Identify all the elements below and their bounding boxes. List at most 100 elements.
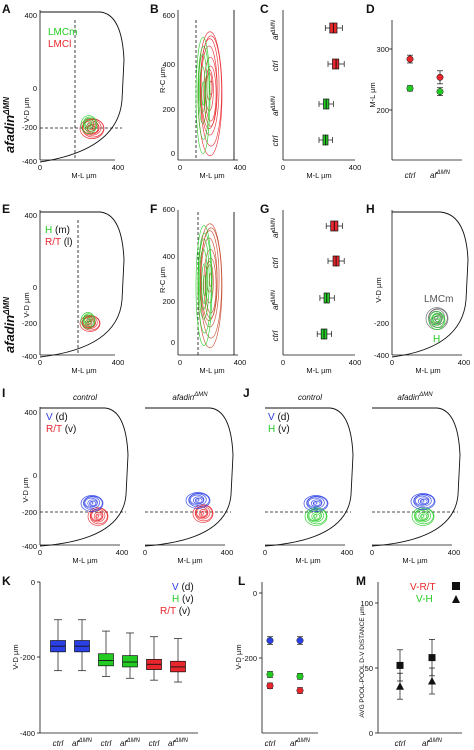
lmcm-contours (195, 37, 211, 154)
legend-v-rt: V-R/T (410, 582, 436, 593)
row-label: afΔMN (271, 95, 280, 116)
contour-line (82, 116, 97, 132)
contour-line (198, 53, 208, 125)
contour-line (411, 507, 435, 526)
contour-line (209, 80, 213, 96)
contour-line (414, 495, 430, 506)
contour-line (430, 312, 445, 328)
data-point (296, 687, 304, 694)
row-label: ctrl (271, 60, 280, 71)
x-tick: 400 (458, 358, 471, 367)
contour-line (432, 315, 440, 324)
contour-line (95, 514, 100, 518)
panel-letter: M (356, 574, 366, 588)
x-axis-label: M-L µm (199, 366, 224, 375)
contour-line (83, 495, 103, 511)
v-contours (185, 492, 211, 509)
contour-line (202, 275, 207, 296)
contour-line (195, 225, 213, 346)
plot-title: control (298, 393, 322, 402)
panel-letter: K (2, 574, 11, 588)
contour-line (87, 507, 109, 526)
x-axis-label: M-L µm (199, 171, 224, 180)
legend-h: H (v) (172, 594, 194, 605)
contour-line (192, 504, 214, 523)
y-axis-label: V-D µm (234, 644, 243, 669)
contour-line (310, 499, 322, 508)
panel-letter: J (243, 386, 250, 400)
panel-letter: D (366, 2, 375, 16)
x-category: afΔMN (290, 738, 311, 748)
x-axis-label: M-L µm (295, 556, 320, 565)
y-tick: 400 (24, 211, 37, 220)
contour-line (195, 505, 211, 520)
row-label: afΔMN (271, 217, 280, 238)
legend-v-h: V-H (416, 594, 433, 605)
x-axis-label: M-L µm (72, 556, 97, 565)
contour-line (307, 508, 324, 523)
data-point (266, 682, 274, 690)
contour-line (414, 508, 431, 523)
panel-g: G 0 400 M-L µm afΔMN ctrl afΔMN ctrl (260, 202, 361, 375)
lmcm-contours (80, 115, 98, 134)
spinal-cord-outline (39, 211, 125, 358)
contour-line (189, 494, 205, 505)
panel-b: B 600 400 200 0 0 400 M-L µm R-C µm (150, 2, 246, 180)
y-tick: 200 (162, 105, 175, 114)
y-tick: 0 (33, 471, 37, 480)
panel-h: H -200 -400 0 400 M-L µm V-D µm LMCm H (366, 202, 470, 375)
genotype-side-label: afadinΔMN (2, 97, 17, 153)
spinal-cord-outline-control (264, 407, 354, 547)
x-category: ctrl (265, 739, 276, 748)
plot-title: afadinΔMN (172, 392, 208, 402)
x-axis-label: M-L µm (71, 171, 96, 180)
x-tick: 0 (263, 548, 267, 557)
box (122, 655, 138, 668)
y-tick: -200 (374, 319, 389, 328)
contour-line (79, 118, 105, 139)
y-tick: 0 (31, 578, 35, 587)
x-tick: 400 (234, 358, 247, 367)
scatter-m (396, 639, 436, 700)
contour-line (428, 311, 446, 330)
contour-line (195, 498, 200, 502)
y-tick: 0 (33, 283, 37, 292)
data-point (266, 671, 274, 678)
contour-line (82, 313, 95, 327)
y-tick: 300 (376, 45, 389, 54)
contour-line (194, 505, 213, 522)
x-category: afΔMN (168, 738, 189, 748)
data-point (266, 637, 274, 644)
h-contours (195, 225, 213, 346)
contour-line (431, 313, 442, 326)
contour-line (303, 495, 329, 512)
data-point (436, 88, 444, 96)
contour-line (434, 316, 439, 320)
x-tick: 0 (38, 358, 42, 367)
contour-line (417, 497, 429, 506)
panel-letter: I (2, 386, 5, 400)
y-tick: 200 (162, 297, 175, 306)
x-tick: 400 (448, 548, 461, 557)
contour-line (83, 117, 94, 130)
contour-line (83, 496, 100, 509)
row-label: afΔMN (271, 19, 280, 40)
contour-line (93, 512, 104, 521)
legend-rt: R/T (l) (45, 237, 73, 248)
contour-line (308, 510, 322, 522)
x-tick: 0 (38, 548, 42, 557)
y-axis-label: V-D µm (374, 277, 383, 302)
panel-j: J control afadinΔMN 0 400 M-L µm V (d) H… (243, 386, 461, 565)
panel-letter: G (260, 202, 269, 216)
contour-line (201, 81, 206, 106)
y-tick: 400 (162, 252, 175, 261)
legend-h: H (433, 334, 440, 345)
y-axis-label: V-D µm (21, 477, 30, 502)
panel-f: F 600 400 200 0 0 400 M-L µm R-C µm (150, 202, 246, 375)
x-axis-label: M-L µm (177, 556, 202, 565)
x-category: ctrl (53, 739, 64, 748)
spinal-cord-outline-control (39, 407, 129, 547)
v-contours (80, 495, 104, 512)
x-axis-label: M-L µm (306, 366, 331, 375)
y-tick: -400 (374, 351, 389, 360)
